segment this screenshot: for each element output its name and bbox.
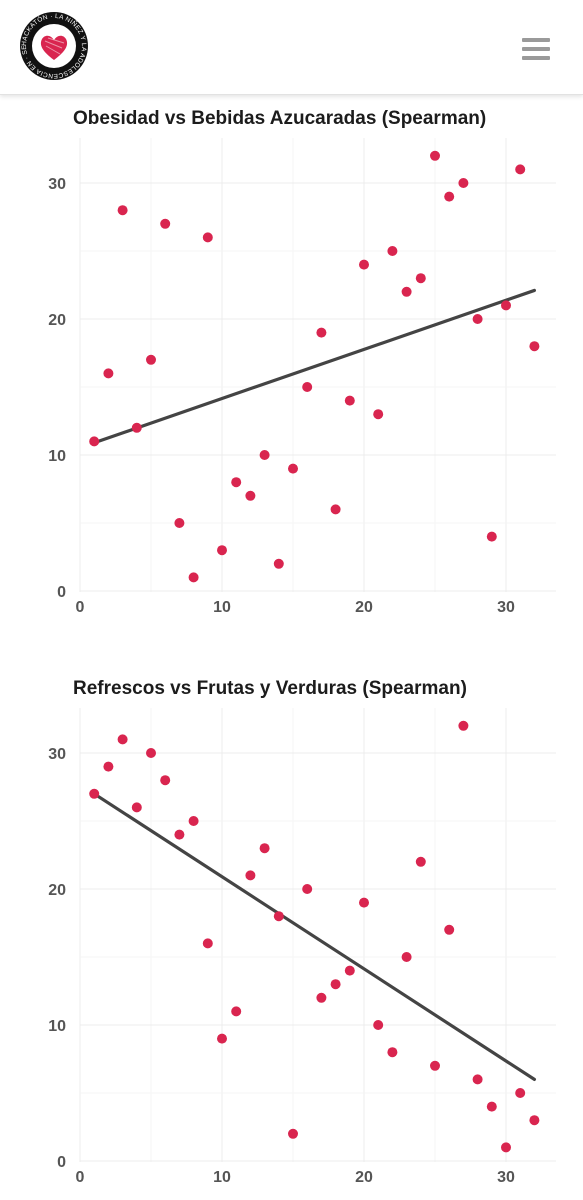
data-point	[415, 856, 426, 867]
data-point	[486, 1101, 497, 1112]
data-point	[245, 870, 256, 881]
data-point	[103, 368, 114, 379]
data-point	[444, 924, 455, 935]
trend-line	[92, 792, 537, 1081]
data-point	[89, 788, 100, 799]
x-tick-label: 20	[355, 599, 373, 616]
data-point	[330, 979, 341, 990]
data-point	[202, 232, 213, 243]
data-point	[529, 341, 540, 352]
data-point	[245, 490, 256, 501]
data-point	[174, 518, 185, 528]
data-point	[103, 761, 114, 772]
y-tick-label: 10	[48, 1018, 66, 1035]
data-point	[288, 463, 298, 474]
data-point	[458, 720, 469, 731]
data-point	[131, 422, 142, 433]
data-point	[387, 246, 398, 256]
data-point	[515, 1088, 526, 1098]
data-point	[472, 314, 483, 324]
x-tick-label: 20	[355, 1169, 373, 1186]
data-point	[501, 300, 511, 311]
data-point	[501, 1142, 511, 1153]
data-point	[202, 938, 213, 949]
data-point	[458, 178, 469, 188]
data-point	[273, 911, 284, 922]
data-point	[117, 734, 128, 745]
app-header: HACKATÓN · LA NIÑEZ Y LA ADOLESCENCIA EN…	[0, 0, 583, 95]
scatter-plot: 0 10 20 30 0 10 20 30	[48, 708, 556, 1186]
chart-title: Obesidad vs Bebidas Azucaradas (Spearman…	[73, 108, 487, 129]
grid	[79, 708, 556, 1162]
data-point	[486, 531, 497, 542]
data-point	[316, 327, 327, 338]
data-point	[430, 150, 440, 161]
data-point	[188, 572, 199, 583]
y-tick-label: 10	[48, 448, 66, 465]
data-point	[316, 992, 327, 1003]
y-tick-label: 30	[48, 176, 66, 193]
x-tick-label: 0	[76, 1169, 85, 1186]
data-point	[259, 450, 270, 460]
logo-badge-icon: HACKATÓN · LA NIÑEZ Y LA ADOLESCENCIA EN…	[16, 5, 88, 80]
y-tick-label: 0	[57, 1154, 66, 1171]
data-point	[174, 829, 185, 840]
data-point	[89, 436, 100, 447]
data-point	[231, 1006, 242, 1017]
hamburger-menu-button[interactable]	[522, 38, 552, 64]
data-point	[515, 164, 526, 175]
data-point	[259, 843, 270, 854]
data-point	[160, 775, 171, 786]
data-point	[373, 409, 384, 420]
data-point	[217, 1033, 227, 1044]
y-tick-label: 0	[57, 584, 66, 601]
data-point	[373, 1020, 384, 1030]
data-point	[344, 965, 355, 976]
hamburger-icon-bar	[522, 47, 550, 51]
data-point	[117, 205, 128, 216]
data-point	[146, 354, 156, 365]
trend-line	[92, 288, 537, 445]
y-tick-label: 20	[48, 312, 66, 329]
x-tick-label: 10	[213, 1169, 231, 1186]
data-point	[160, 218, 171, 229]
data-point	[359, 259, 369, 270]
data-point	[330, 504, 341, 515]
data-point	[359, 897, 369, 908]
x-tick-label: 30	[497, 599, 515, 616]
data-point	[387, 1047, 398, 1058]
data-point	[273, 558, 284, 569]
data-point	[131, 802, 142, 813]
data-point	[217, 545, 227, 556]
x-tick-label: 0	[76, 599, 85, 616]
x-tick-label: 10	[213, 599, 231, 616]
hackathon-logo[interactable]: HACKATÓN · LA NIÑEZ Y LA ADOLESCENCIA EN…	[16, 5, 90, 82]
data-point	[302, 884, 313, 894]
hamburger-icon-bar	[522, 56, 550, 60]
data-point	[288, 1128, 298, 1139]
data-point	[302, 382, 313, 392]
data-point	[231, 477, 242, 488]
chart-refrescos-frutas: Refrescos vs Frutas y Verduras (Spearman…	[0, 670, 583, 1190]
data-point	[188, 816, 199, 826]
data-point	[401, 952, 412, 962]
data-point	[415, 273, 426, 284]
data-point	[401, 286, 412, 297]
y-tick-label: 20	[48, 882, 66, 899]
grid	[79, 138, 556, 592]
chart-obesidad-bebidas: Obesidad vs Bebidas Azucaradas (Spearman…	[0, 100, 583, 620]
data-point	[430, 1060, 440, 1071]
y-tick-label: 30	[48, 746, 66, 763]
data-point	[444, 191, 455, 202]
x-tick-label: 30	[497, 1169, 515, 1186]
chart-title: Refrescos vs Frutas y Verduras (Spearman…	[73, 678, 467, 699]
scatter-plot: 0 10 20 30 0 10 20 30	[48, 138, 556, 616]
data-point	[146, 748, 156, 758]
data-point	[472, 1074, 483, 1085]
hamburger-icon-bar	[522, 38, 550, 42]
data-point	[529, 1115, 540, 1126]
data-point	[344, 395, 355, 406]
